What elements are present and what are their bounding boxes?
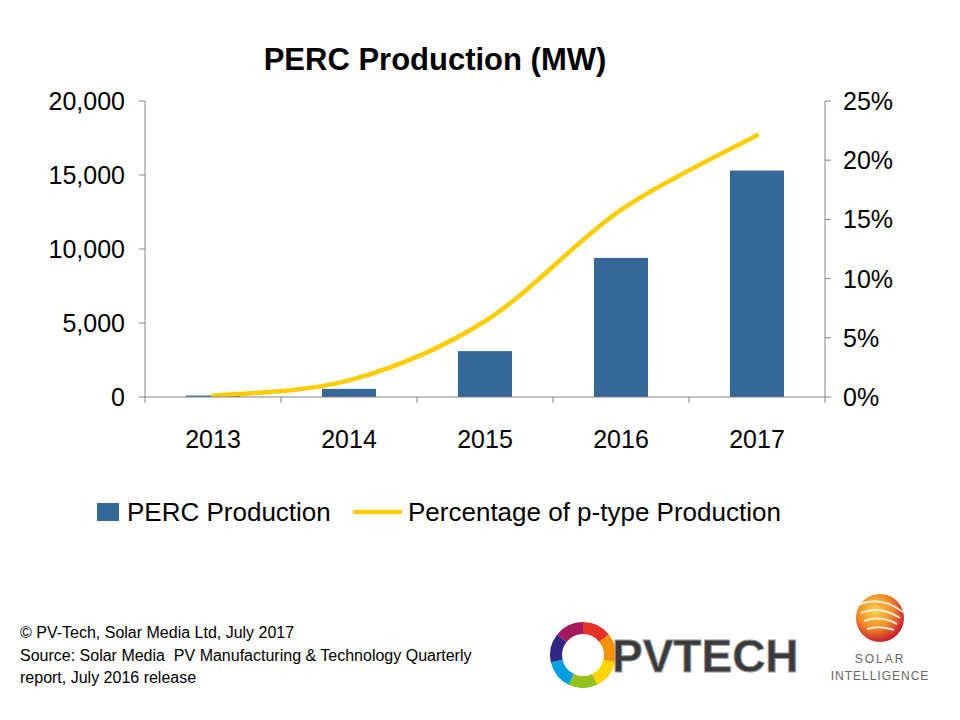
legend-label: Percentage of p-type Production: [408, 497, 781, 527]
category-boundary-tick: [689, 397, 690, 403]
logo-ring: [557, 661, 572, 679]
y2-tick-label: 5%: [843, 324, 879, 352]
pvtech-logo: PVTECH: [556, 628, 799, 682]
category-boundary-tick: [553, 397, 554, 403]
y2-tick-label: 15%: [843, 205, 893, 233]
x-tick-label: 2015: [457, 425, 513, 453]
legend-swatch: [355, 510, 400, 515]
plot-area: [186, 135, 784, 397]
x-tick-label: 2013: [185, 425, 241, 453]
y-tick-label: 0: [111, 383, 125, 411]
y2-tick: [825, 101, 831, 102]
x-axis-line: [145, 397, 825, 398]
category-boundary-tick: [145, 397, 146, 403]
y-tick: [139, 101, 145, 102]
logo-text: PVTECH: [612, 630, 799, 682]
y-tick: [139, 175, 145, 176]
logo-swirl: [864, 619, 897, 624]
x-tick-label: 2016: [593, 425, 649, 453]
y2-tick-label: 0%: [843, 383, 879, 411]
y2-tick: [825, 278, 831, 279]
bar: [322, 389, 376, 397]
logo-ring: [583, 628, 604, 638]
y-tick: [139, 397, 145, 398]
footer-text: © PV-Tech, Solar Media Ltd, July 2017: [20, 624, 294, 641]
solar-intelligence-logo: SOLAR INTELLIGENCE: [831, 594, 930, 683]
logo-text: INTELLIGENCE: [831, 669, 930, 683]
y2-tick: [825, 160, 831, 161]
x-tick-label: 2014: [321, 425, 377, 453]
y2-tick: [825, 219, 831, 220]
logo-text: SOLAR: [855, 652, 906, 666]
logo-swirl: [861, 610, 900, 618]
legend-swatch: [97, 503, 119, 521]
title: PERC Production (MW): [264, 42, 607, 77]
line: [213, 135, 757, 395]
y2-axis-line: [825, 101, 826, 397]
y-tick: [139, 323, 145, 324]
x-tick-label: 2017: [729, 425, 785, 453]
logo-ring: [595, 661, 610, 679]
logo-ring: [562, 628, 583, 638]
y-tick-label: 10,000: [49, 235, 125, 263]
category-boundary-tick: [825, 397, 826, 403]
logo-ring: [556, 638, 562, 661]
y-tick-label: 20,000: [49, 87, 125, 115]
legend-label: PERC Production: [127, 497, 331, 527]
footer-text: Source: Solar Media PV Manufacturing & T…: [20, 647, 472, 664]
logo-ring: [571, 679, 594, 682]
bar: [730, 171, 784, 397]
footer-text: report, July 2016 release: [20, 669, 196, 686]
logo-ring: [604, 638, 610, 661]
y2-tick-label: 10%: [843, 265, 893, 293]
axes: 0 5,000 10,000 15,000 20,000 0% 5% 10% 15% 20% 25%…: [49, 87, 894, 453]
category-boundary-tick: [417, 397, 418, 403]
chart: PERC Production (MW) 0 5,000 10,000 15,000 20…: [0, 0, 960, 720]
y2-tick: [825, 397, 831, 398]
y2-tick-label: 25%: [843, 87, 893, 115]
y-tick-label: 15,000: [49, 161, 125, 189]
background: [0, 0, 960, 720]
y2-tick: [825, 337, 831, 338]
logo-swirl: [867, 627, 894, 630]
y2-tick-label: 20%: [843, 146, 893, 174]
logo-sphere: [856, 594, 904, 642]
category-boundary-tick: [281, 397, 282, 403]
y-tick: [139, 249, 145, 250]
y-tick-label: 5,000: [62, 309, 125, 337]
bar: [594, 258, 648, 397]
footer: © PV-Tech, Solar Media Ltd, July 2017 Sou…: [20, 624, 472, 686]
bar: [458, 351, 512, 397]
legend: PERC Production Percentage of p-type Prod…: [97, 497, 781, 527]
